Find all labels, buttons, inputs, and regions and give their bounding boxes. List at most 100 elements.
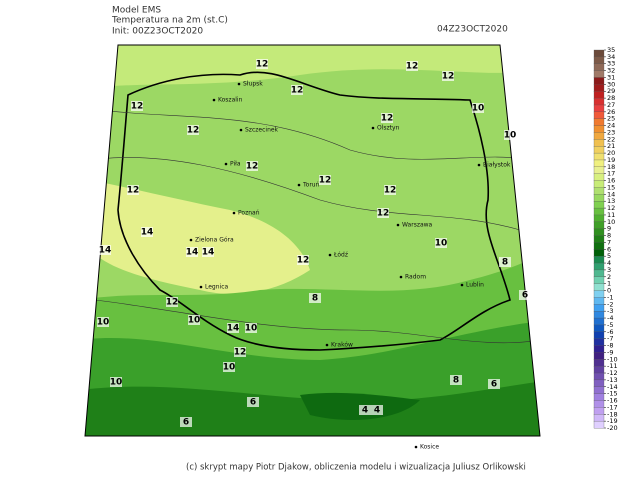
city-name: Olsztyn <box>377 125 400 132</box>
colorbar-label: -19 <box>607 417 618 425</box>
colorbar-label: 27 <box>607 101 615 109</box>
colorbar-swatch <box>593 180 605 188</box>
city-dot <box>212 98 216 102</box>
contour-label-box <box>519 290 531 300</box>
contour-label: 12 <box>166 298 179 308</box>
colorbar-label: 26 <box>607 108 615 116</box>
contour-label-box <box>435 238 447 248</box>
colorbar-label: -20 <box>607 424 618 432</box>
colorbar-label: -1 <box>607 293 613 301</box>
city-dot <box>371 126 375 130</box>
colorbar-swatch <box>593 159 605 168</box>
colorbar-label: -12 <box>607 369 618 377</box>
colorbar-label: -7 <box>607 335 613 343</box>
contour-label-box <box>406 61 418 71</box>
colorbar-label: -9 <box>607 348 613 356</box>
contour-label: 10 <box>472 104 485 114</box>
colorbar-swatch <box>593 317 605 326</box>
city-name: Legnica <box>205 284 229 291</box>
colorbar-swatch <box>593 276 605 285</box>
contour-label-box <box>359 405 371 415</box>
contour-label-box <box>188 315 200 325</box>
city-dot <box>297 183 301 187</box>
colorbar-swatch <box>593 49 605 58</box>
colorbar-label: 13 <box>607 197 615 205</box>
colorbar-label: -8 <box>607 342 613 350</box>
city-dot <box>460 283 464 287</box>
city-name: Koszalin <box>218 97 243 104</box>
colorbar-label: -3 <box>607 307 613 315</box>
city-name: Toruń <box>302 182 320 189</box>
colorbar-swatch <box>593 173 605 182</box>
colorbar-label: 20 <box>607 149 615 157</box>
colorbar-swatch <box>593 262 605 271</box>
colorbar-swatch <box>593 372 605 381</box>
colorbar-label: 28 <box>607 94 615 102</box>
contour-label-box <box>297 255 309 265</box>
colorbar-label: 19 <box>607 156 615 164</box>
contour-label-box <box>187 125 199 135</box>
city-name: Zielona Góra <box>195 237 234 244</box>
init-time: Init: 00Z23OCT2020 <box>112 27 203 37</box>
contour-label: 6 <box>522 291 528 301</box>
colorbar-label: -18 <box>607 410 618 418</box>
city-dot <box>224 162 228 166</box>
city-dot <box>237 82 241 86</box>
colorbar-swatch <box>593 146 605 154</box>
contour-label: 12 <box>381 114 394 124</box>
colorbar-label: 15 <box>607 183 615 191</box>
colorbar-label: 2 <box>607 273 611 281</box>
city-name: Poznań <box>238 210 260 217</box>
colorbar-label: 1 <box>607 280 611 288</box>
contour-label-box <box>99 245 111 255</box>
city-name: Szczecinek <box>245 127 279 134</box>
contour-label: 8 <box>502 258 508 268</box>
city-dot <box>325 343 329 347</box>
colorbar-swatch <box>593 386 605 395</box>
contour-label: 8 <box>312 294 318 304</box>
contour-label: 14 <box>202 248 215 258</box>
map-frame <box>84 44 541 437</box>
colorbar-swatch <box>593 56 605 65</box>
colorbar-swatch <box>593 214 605 223</box>
contour-label-box <box>131 101 143 111</box>
variable-name: Temperatura na 2m (st.C) <box>111 16 228 26</box>
colorbar-swatch <box>593 111 605 120</box>
colorbar-swatch <box>593 97 605 106</box>
contour-label: 10 <box>188 316 201 326</box>
contour-label: 6 <box>183 418 189 428</box>
colorbar-label: -5 <box>607 321 613 329</box>
colorbar-swatch <box>593 400 605 408</box>
colorbar-label: 16 <box>607 177 615 185</box>
contour-label-box <box>381 113 393 123</box>
colorbar-swatch <box>593 324 605 333</box>
colorbar-swatch <box>593 207 605 216</box>
colorbar-swatch <box>593 407 605 415</box>
colorbar-label: -16 <box>607 397 618 405</box>
colorbar-label: 22 <box>607 135 615 143</box>
contour-label-box <box>97 317 109 327</box>
colorbar-swatch <box>593 139 605 147</box>
colorbar-label: 10 <box>607 218 615 226</box>
contour-label: 10 <box>245 324 258 334</box>
contour-label: 8 <box>453 376 459 386</box>
contour-label: 12 <box>377 209 390 219</box>
contour-label-box <box>472 103 484 113</box>
valid-time: 04Z23OCT2020 <box>437 25 508 35</box>
contour-label: 10 <box>97 318 110 328</box>
city-dot <box>399 275 403 279</box>
contour-label: 12 <box>234 348 247 358</box>
colorbar-swatch <box>593 365 605 374</box>
contour-label: 6 <box>491 380 497 390</box>
contour-label: 10 <box>504 131 517 141</box>
colorbar-label: 25 <box>607 115 615 123</box>
model-name: Model EMS <box>112 6 161 16</box>
contour-label-box <box>247 397 259 407</box>
contour-label-box <box>246 161 258 171</box>
contour-label-box <box>227 323 239 333</box>
contour-label: 12 <box>442 72 455 82</box>
colorbar-label: 29 <box>607 87 615 95</box>
colorbar-swatch <box>593 166 605 175</box>
colorbar-swatch <box>593 311 605 319</box>
colorbar-swatch <box>593 77 605 85</box>
